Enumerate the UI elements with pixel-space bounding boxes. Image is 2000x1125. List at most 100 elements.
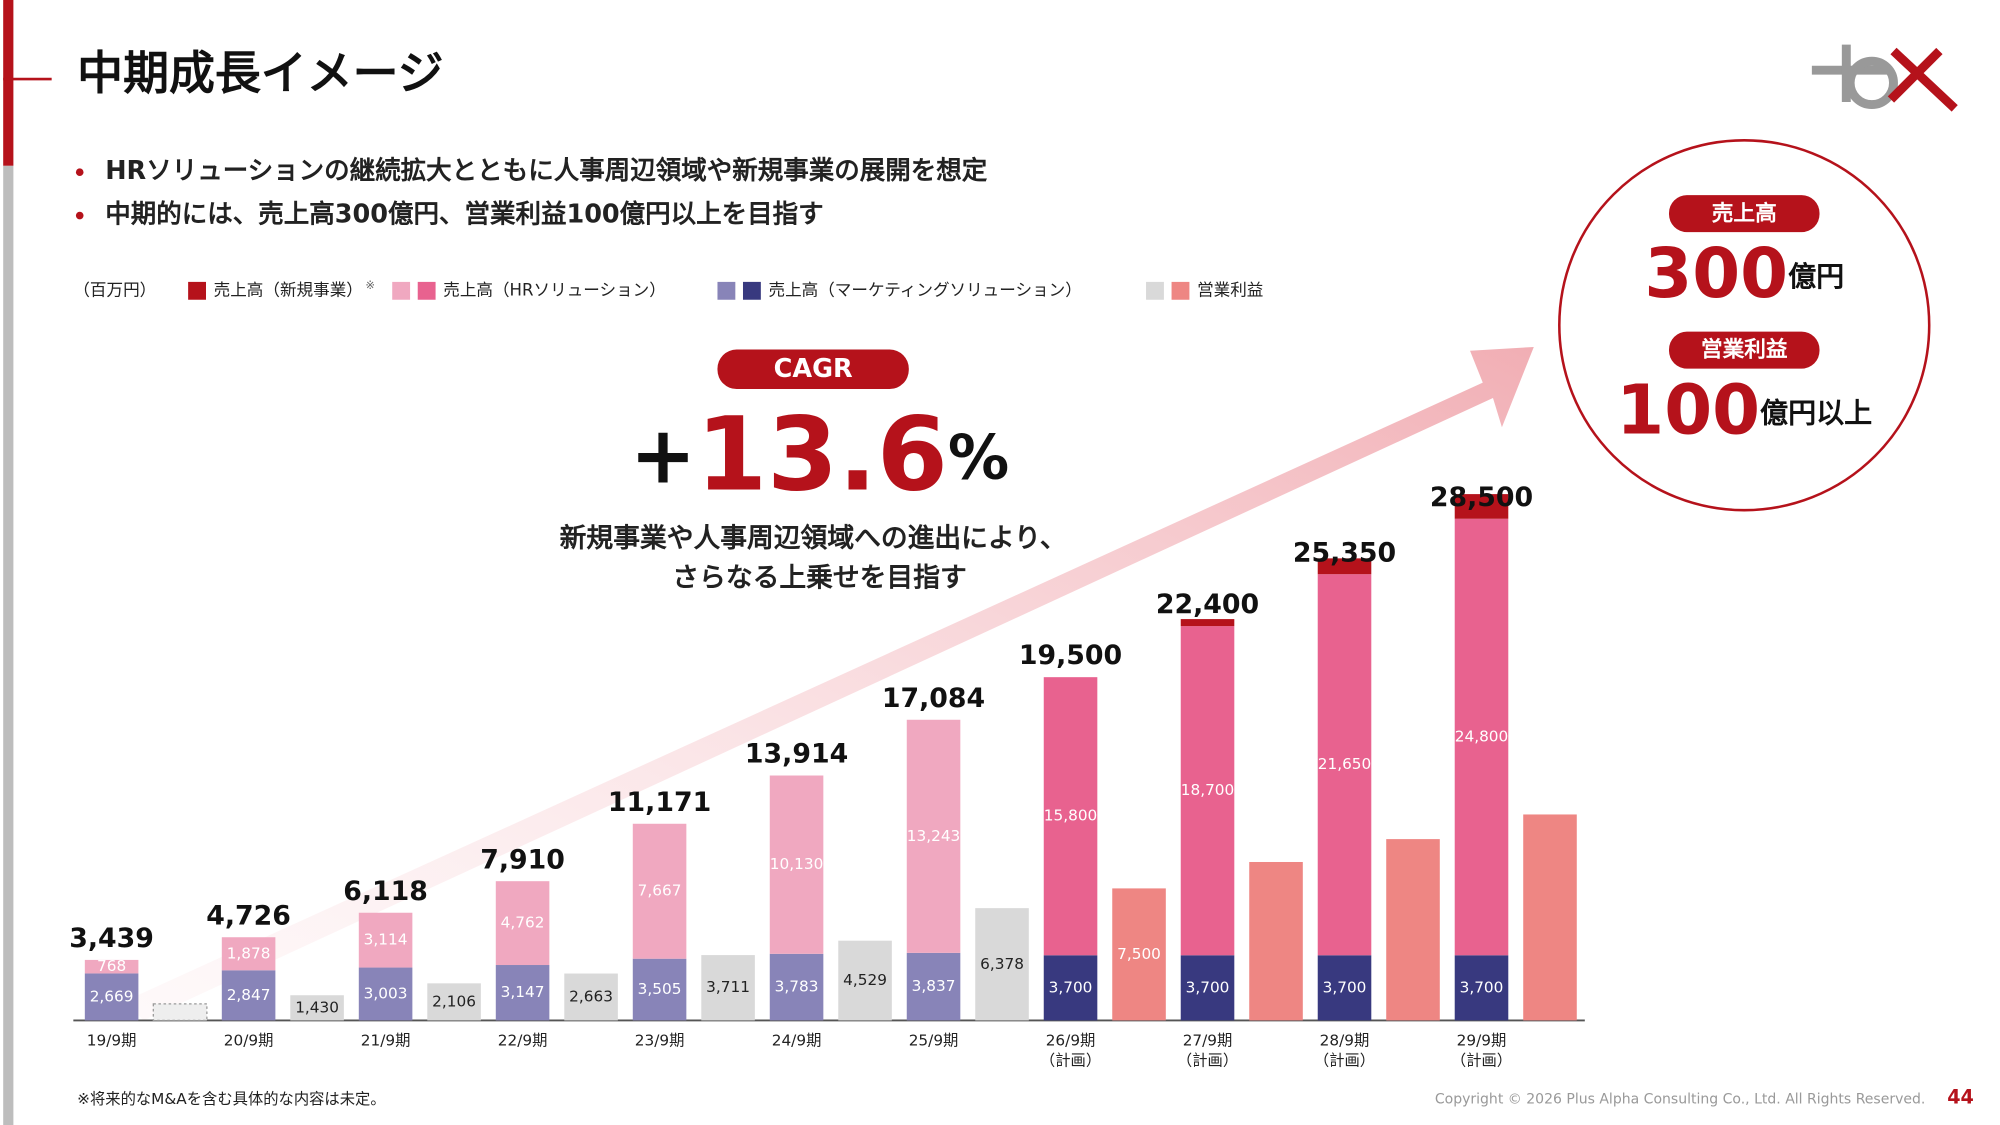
x-tick-note: （計画） bbox=[1314, 1052, 1375, 1070]
cagr-text: 新規事業や人事周辺領域への進出により、 bbox=[560, 522, 1067, 554]
cagr-unit: % bbox=[948, 422, 1009, 493]
profit-bar bbox=[427, 983, 481, 1021]
total-label: 7,910 bbox=[480, 844, 565, 875]
legend-swatch bbox=[1171, 281, 1190, 300]
value-label: 3,147 bbox=[501, 983, 545, 1001]
bar-segment bbox=[358, 912, 413, 968]
bar-segment bbox=[221, 970, 276, 1021]
x-tick-label: 27/9期 bbox=[1183, 1031, 1233, 1049]
profit-bar bbox=[838, 940, 892, 1021]
x-tick-label: 21/9期 bbox=[361, 1031, 411, 1049]
value-label: 4,529 bbox=[843, 971, 887, 989]
profit-bar bbox=[975, 908, 1029, 1021]
value-label: 7,500 bbox=[1117, 945, 1161, 963]
target-number: 100 bbox=[1616, 371, 1760, 451]
total-label: 19,500 bbox=[1019, 640, 1122, 671]
bar-segment bbox=[495, 881, 550, 966]
value-label: 3,783 bbox=[775, 978, 819, 996]
target-value: 100億円以上 bbox=[1616, 371, 1872, 451]
copyright: Copyright © 2026 Plus Alpha Consulting C… bbox=[1435, 1091, 1926, 1107]
total-label: 3,439 bbox=[69, 923, 154, 954]
total-label: 13,914 bbox=[745, 739, 848, 770]
value-label: 4,762 bbox=[501, 914, 545, 932]
value-label: 1,430 bbox=[295, 998, 339, 1016]
x-tick-label: 23/9期 bbox=[635, 1031, 685, 1049]
cagr-pill bbox=[717, 349, 909, 390]
legend-swatch bbox=[1146, 281, 1164, 300]
value-label: 1,878 bbox=[227, 944, 271, 962]
bar-segment bbox=[769, 953, 824, 1021]
logo bbox=[1811, 44, 1958, 112]
legend-note: ※ bbox=[365, 278, 375, 292]
bar-segment bbox=[1454, 494, 1509, 519]
value-label: 2,106 bbox=[432, 992, 476, 1010]
cagr-number: 13.6 bbox=[696, 396, 948, 515]
x-tick-note: （計画） bbox=[1177, 1052, 1238, 1070]
bar-segment bbox=[1317, 574, 1372, 956]
target-unit: 億円 bbox=[1788, 260, 1844, 293]
target-value: 300億円 bbox=[1644, 234, 1844, 314]
cagr-label: CAGR bbox=[774, 354, 853, 384]
page-number: 44 bbox=[1947, 1086, 1974, 1109]
bar-segment bbox=[1043, 677, 1098, 956]
value-label: 24,800 bbox=[1455, 728, 1509, 746]
cagr-sign: + bbox=[630, 410, 696, 502]
x-tick-note: （計画） bbox=[1451, 1052, 1512, 1070]
x-tick-label: 29/9期 bbox=[1457, 1031, 1507, 1049]
value-label: 3,114 bbox=[364, 931, 408, 949]
bar-segment bbox=[1454, 955, 1509, 1021]
legend-swatch bbox=[417, 281, 436, 300]
page-title: 中期成長イメージ bbox=[77, 46, 443, 100]
legend-label: 売上高（新規事業） bbox=[214, 280, 363, 299]
target-number: 300 bbox=[1644, 234, 1788, 314]
x-tick-label: 22/9期 bbox=[498, 1031, 548, 1049]
total-label: 6,118 bbox=[343, 876, 428, 907]
bar-segment bbox=[84, 973, 139, 1021]
value-label: 7,667 bbox=[638, 882, 682, 900]
x-tick-label: 19/9期 bbox=[87, 1031, 137, 1049]
bar-segment bbox=[1180, 626, 1235, 956]
value-label: 3,505 bbox=[638, 980, 682, 998]
bar-segment bbox=[1043, 955, 1098, 1021]
placeholder-bar bbox=[152, 1003, 208, 1022]
legend-label: 売上高（HRソリューション） bbox=[443, 280, 666, 299]
unit-label: （百万円） bbox=[73, 280, 156, 299]
bar-segment bbox=[906, 719, 961, 953]
total-label: 4,726 bbox=[206, 900, 291, 931]
bar-segment bbox=[769, 775, 824, 954]
value-label: 3,700 bbox=[1460, 978, 1504, 996]
x-tick-label: 28/9期 bbox=[1320, 1031, 1370, 1049]
bullet: HRソリューションの継続拡大とともに人事周辺領域や新規事業の展開を想定 bbox=[105, 156, 987, 186]
value-label: 3,711 bbox=[706, 978, 750, 996]
value-label: 10,130 bbox=[770, 855, 824, 873]
target-label: 売上高 bbox=[1712, 200, 1777, 226]
bullet-dot bbox=[75, 168, 84, 177]
bar-segment bbox=[632, 823, 687, 959]
footnote: ※将来的なM&Aを含む具体的な内容は未定。 bbox=[77, 1090, 385, 1108]
value-label: 2,669 bbox=[90, 987, 134, 1005]
bar-segment bbox=[906, 952, 961, 1021]
value-label: 2,847 bbox=[227, 986, 271, 1004]
side-bar bbox=[3, 165, 14, 1125]
bar-segment bbox=[84, 959, 139, 974]
value-label: 3,003 bbox=[364, 984, 408, 1002]
value-label: 2,663 bbox=[569, 987, 613, 1005]
value-label: 6,378 bbox=[980, 955, 1024, 973]
bar-segment bbox=[221, 937, 276, 971]
value-label: 15,800 bbox=[1044, 807, 1098, 825]
value-label: 21,650 bbox=[1318, 755, 1372, 773]
value-label: 3,700 bbox=[1323, 978, 1367, 996]
legend-swatch bbox=[742, 281, 761, 300]
total-label: 17,084 bbox=[882, 683, 985, 714]
target-pill bbox=[1669, 331, 1820, 369]
target-unit: 億円以上 bbox=[1760, 397, 1872, 430]
bar-segment bbox=[1317, 955, 1372, 1021]
legend-swatch bbox=[717, 281, 736, 300]
bar-segment bbox=[1317, 558, 1372, 575]
legend-label: 売上高（マーケティングソリューション） bbox=[768, 280, 1081, 299]
bullet-dot bbox=[75, 211, 84, 220]
profit-bar bbox=[1112, 888, 1166, 1021]
accent-bar bbox=[3, 0, 14, 166]
x-tick-label: 24/9期 bbox=[772, 1031, 822, 1049]
cagr-value: +13.6% bbox=[630, 396, 1009, 515]
